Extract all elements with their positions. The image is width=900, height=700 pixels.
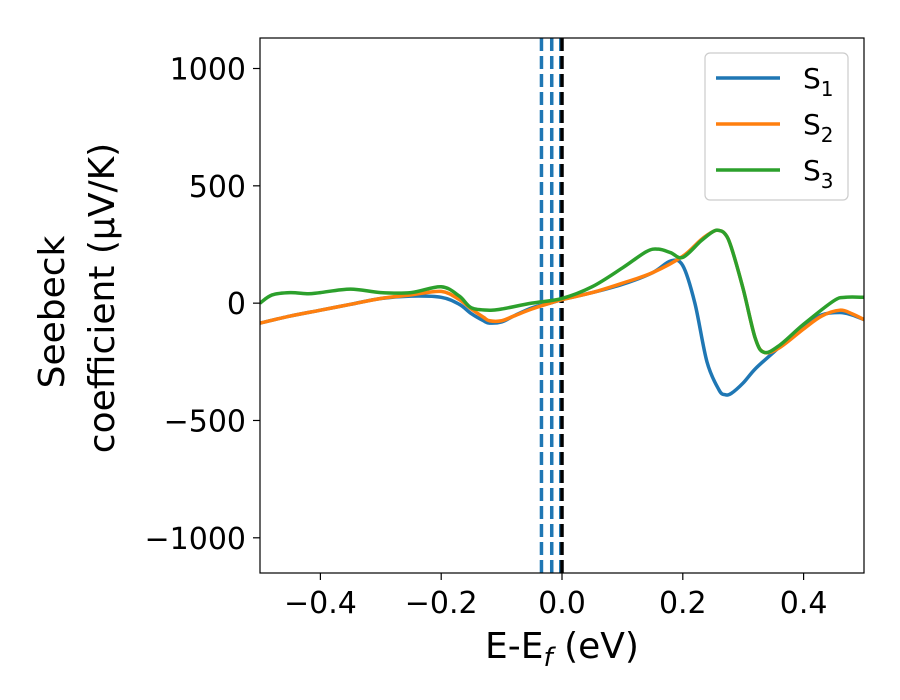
legend-label-s3: S3: [803, 154, 834, 193]
x-tick-label: 0.4: [780, 586, 828, 621]
x-tick-label: −0.2: [405, 586, 478, 621]
y-tick-label: −1000: [145, 522, 246, 557]
legend: S1 S2 S3: [704, 52, 849, 201]
legend-box: [704, 52, 849, 201]
x-axis-label: E-Ef (eV): [485, 626, 639, 673]
y-axis-label-line1: Seebeck: [32, 235, 73, 388]
x-tick-label: 0.0: [538, 586, 586, 621]
y-axis-label-line2: coefficient (μV/K): [82, 143, 123, 453]
y-axis-ticks: 1000 500 0 −500 −1000: [145, 53, 260, 557]
x-tick-label: 0.2: [659, 586, 707, 621]
legend-label-s2: S2: [803, 108, 834, 147]
y-tick-label: 500: [189, 170, 246, 205]
y-axis-label: Seebeck coefficient (μV/K): [32, 143, 123, 453]
y-tick-label: 0: [227, 287, 246, 322]
series-lines: [260, 228, 864, 397]
x-axis-label-unit: (eV): [553, 626, 639, 667]
y-tick-label: −500: [164, 404, 246, 439]
y-tick-label: 1000: [170, 53, 246, 88]
legend-label-s1: S1: [803, 62, 834, 101]
series-line-s3: [260, 228, 864, 355]
x-axis-ticks: −0.4 −0.2 0.0 0.2 0.4: [284, 573, 827, 621]
x-tick-label: −0.4: [284, 586, 357, 621]
